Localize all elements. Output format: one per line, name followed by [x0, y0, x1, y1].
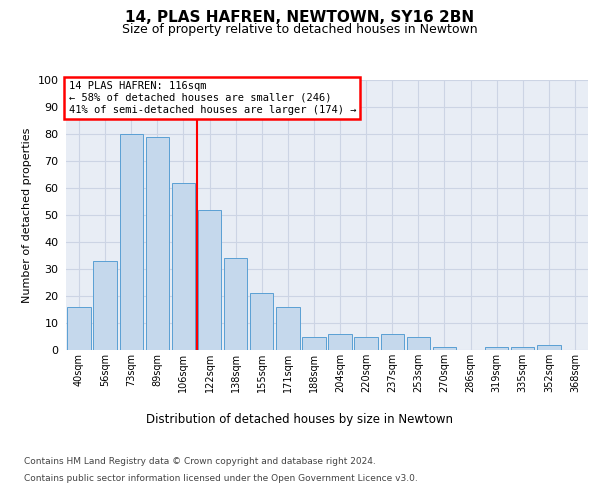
Bar	[407, 336, 430, 350]
Bar	[94, 261, 117, 350]
Text: Distribution of detached houses by size in Newtown: Distribution of detached houses by size …	[146, 412, 454, 426]
Bar	[146, 136, 169, 350]
Bar	[328, 334, 352, 350]
Bar	[119, 134, 143, 350]
Text: 14, PLAS HAFREN, NEWTOWN, SY16 2BN: 14, PLAS HAFREN, NEWTOWN, SY16 2BN	[125, 10, 475, 25]
Bar	[302, 336, 326, 350]
Bar	[276, 307, 299, 350]
Bar	[380, 334, 404, 350]
Text: Contains public sector information licensed under the Open Government Licence v3: Contains public sector information licen…	[24, 474, 418, 483]
Bar	[485, 348, 508, 350]
Bar	[67, 307, 91, 350]
Bar	[433, 348, 456, 350]
Y-axis label: Number of detached properties: Number of detached properties	[22, 128, 32, 302]
Bar	[198, 210, 221, 350]
Bar	[355, 336, 378, 350]
Text: 14 PLAS HAFREN: 116sqm
← 58% of detached houses are smaller (246)
41% of semi-de: 14 PLAS HAFREN: 116sqm ← 58% of detached…	[68, 82, 356, 114]
Bar	[511, 348, 535, 350]
Bar	[172, 182, 195, 350]
Bar	[250, 294, 274, 350]
Bar	[224, 258, 247, 350]
Text: Contains HM Land Registry data © Crown copyright and database right 2024.: Contains HM Land Registry data © Crown c…	[24, 458, 376, 466]
Text: Size of property relative to detached houses in Newtown: Size of property relative to detached ho…	[122, 22, 478, 36]
Bar	[537, 344, 560, 350]
